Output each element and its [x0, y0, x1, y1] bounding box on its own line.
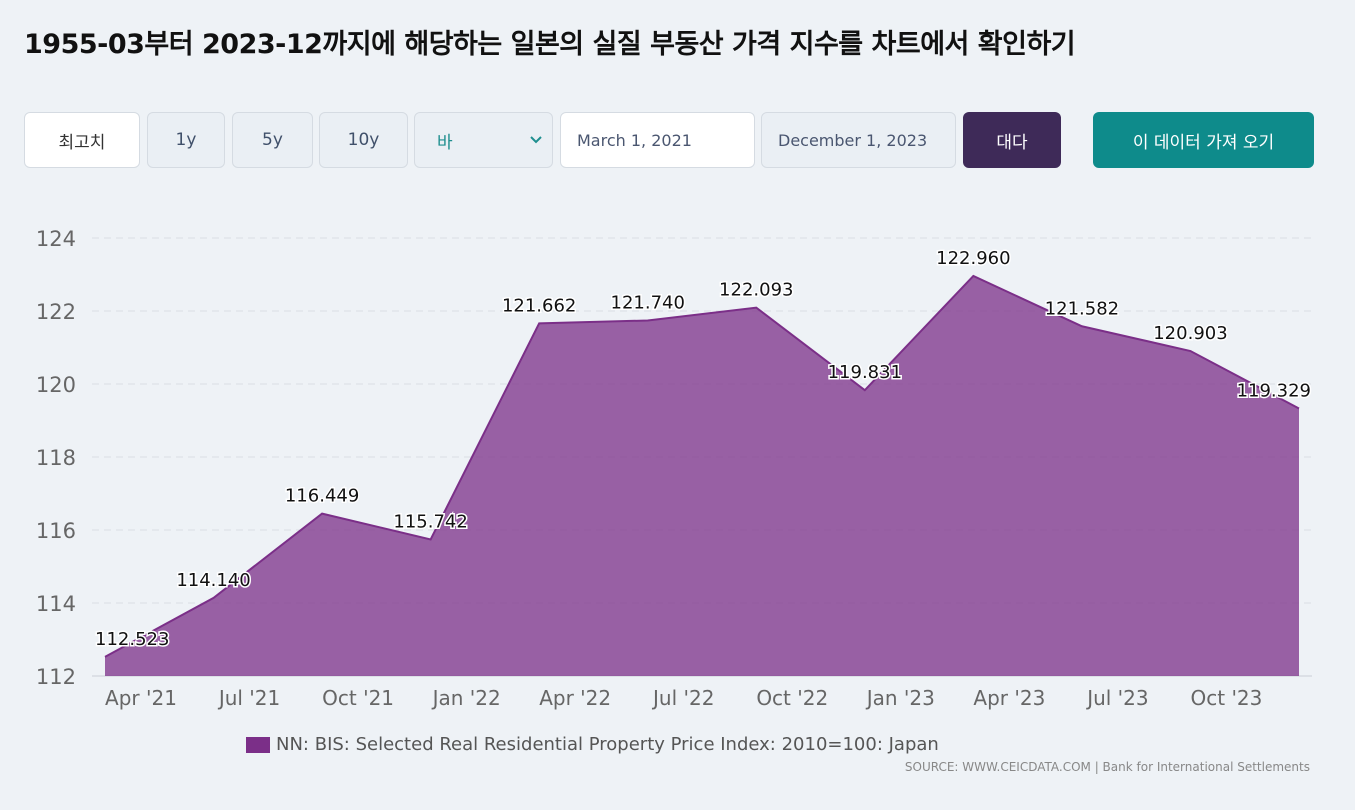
- data-label: 120.903: [1153, 323, 1227, 344]
- y-tick-label: 122: [36, 300, 76, 324]
- series-area: [105, 275, 1299, 676]
- x-tick-label: Oct '22: [756, 686, 828, 710]
- toolbar: 최고치 1y 5y 10y 바 March 1, 2021 December 1…: [0, 112, 1355, 168]
- data-label: 121.582: [1045, 298, 1119, 319]
- x-tick-label: Jan '22: [431, 686, 501, 710]
- page-title: 1955-03부터 2023-12까지에 해당하는 일본의 실질 부동산 가격 …: [24, 29, 1076, 60]
- range-10y-button[interactable]: 10y: [319, 112, 408, 168]
- data-label: 112.523: [95, 629, 169, 650]
- source-note: SOURCE: WWW.CEICDATA.COM | Bank for Inte…: [904, 760, 1310, 774]
- range-5y-button[interactable]: 5y: [232, 112, 313, 168]
- compare-button[interactable]: 대다: [963, 112, 1061, 168]
- end-date-input[interactable]: December 1, 2023: [761, 112, 956, 168]
- data-label: 119.329: [1237, 380, 1311, 401]
- x-tick-label: Oct '21: [322, 686, 394, 710]
- data-label: 116.449: [285, 486, 359, 507]
- series-line: [104, 274, 1300, 658]
- data-label: 121.662: [502, 295, 576, 316]
- chart-type-select[interactable]: 바: [414, 112, 553, 168]
- y-tick-label: 112: [36, 665, 76, 689]
- data-label: 121.740: [611, 292, 685, 313]
- range-1y-button[interactable]: 1y: [147, 112, 225, 168]
- y-tick-label: 120: [36, 373, 76, 397]
- get-data-button[interactable]: 이 데이터 가져 오기: [1093, 112, 1314, 168]
- y-tick-label: 114: [36, 592, 76, 616]
- data-label: 114.140: [176, 570, 250, 591]
- x-tick-label: Jul '21: [217, 686, 280, 710]
- data-label: 115.742: [393, 511, 467, 532]
- y-tick-label: 116: [36, 519, 76, 543]
- y-tick-label: 118: [36, 446, 76, 470]
- y-tick-label: 124: [36, 227, 76, 251]
- x-tick-label: Apr '21: [105, 686, 177, 710]
- start-date-input[interactable]: March 1, 2021: [560, 112, 755, 168]
- legend-label: NN: BIS: Selected Real Residential Prope…: [276, 734, 939, 755]
- x-tick-label: Jul '22: [651, 686, 714, 710]
- data-label: 122.093: [719, 280, 793, 301]
- x-axis: Apr '21 Jul '21 Oct '21 Jan '22 Apr '22 Jul '…: [105, 686, 1262, 710]
- chart-legend[interactable]: NN: BIS: Selected Real Residential Prope…: [246, 734, 939, 755]
- legend-swatch: [246, 736, 270, 753]
- data-label: 119.831: [828, 362, 902, 383]
- chevron-down-icon: [530, 136, 542, 144]
- max-range-button[interactable]: 최고치: [24, 112, 140, 168]
- data-labels: 112.523 114.140 116.449 115.742 121.662 121.7…: [94, 246, 1313, 651]
- chart-type-value: 바: [437, 132, 453, 153]
- x-tick-label: Jul '23: [1085, 686, 1148, 710]
- y-axis: 112 114 116 118 120 122 124: [36, 227, 76, 689]
- x-tick-label: Jan '23: [865, 686, 935, 710]
- data-label: 122.960: [936, 248, 1010, 269]
- x-tick-label: Apr '23: [973, 686, 1045, 710]
- x-tick-label: Oct '23: [1191, 686, 1263, 710]
- chart-series: [104, 274, 1300, 676]
- x-tick-label: Apr '22: [539, 686, 611, 710]
